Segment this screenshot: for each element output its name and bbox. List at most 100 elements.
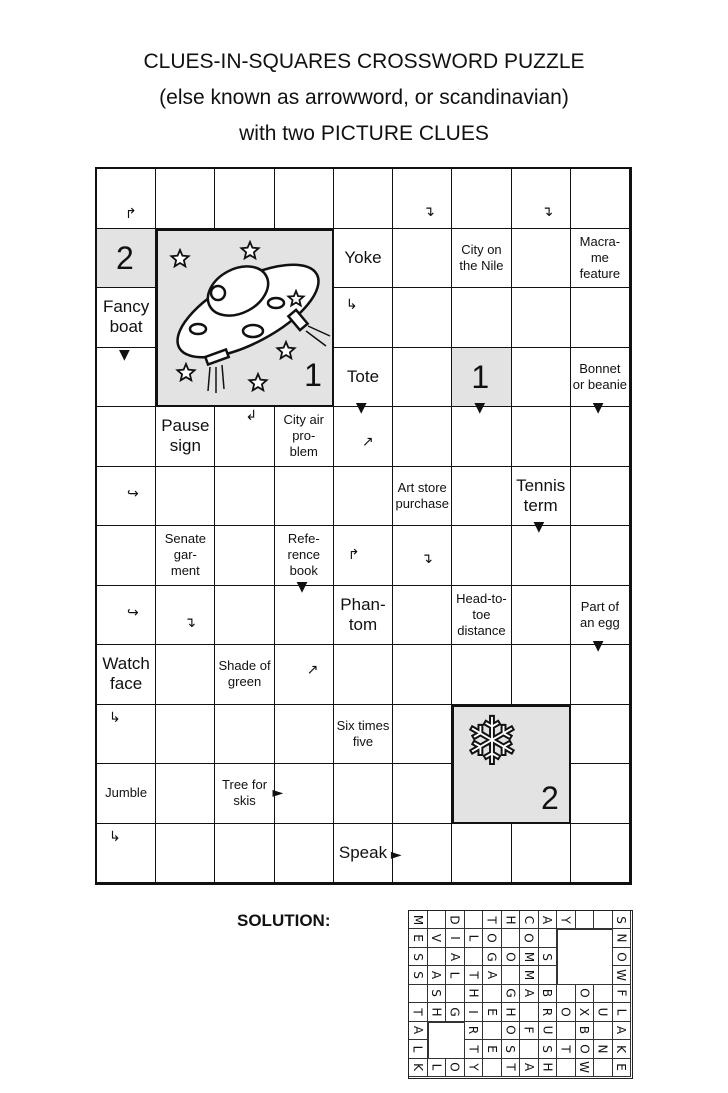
solution-cell: S [501, 1040, 520, 1059]
answer-cell[interactable] [156, 466, 216, 526]
clue-tree-skis: Tree for skis [215, 764, 275, 824]
answer-cell[interactable] [156, 645, 216, 705]
answer-cell[interactable] [333, 645, 394, 705]
answer-cell[interactable] [570, 823, 630, 883]
clue-watch: Watch face [97, 645, 157, 705]
answer-cell[interactable] [511, 585, 571, 645]
solution-letter: D [447, 915, 462, 925]
clue-phantom: Phan- tom [333, 585, 394, 645]
answer-cell[interactable] [393, 407, 453, 467]
answer-cell[interactable] [511, 407, 571, 467]
answer-cell[interactable] [156, 704, 216, 764]
answer-cell[interactable] [97, 407, 157, 467]
answer-cell[interactable] [97, 526, 157, 586]
answer-cell[interactable] [156, 764, 216, 824]
answer-cell[interactable] [570, 704, 630, 764]
answer-cell[interactable] [452, 288, 512, 348]
solution-cell: M [409, 911, 428, 930]
answer-cell[interactable] [452, 823, 512, 883]
solution-cell: A [520, 984, 539, 1004]
solution-cell: O [612, 947, 631, 967]
answer-cell[interactable] [333, 764, 394, 824]
answer-cell[interactable] [570, 645, 630, 705]
answer-cell[interactable] [393, 347, 453, 407]
answer-cell[interactable] [274, 466, 334, 526]
solution-cell: E [612, 1058, 631, 1077]
answer-cell[interactable] [393, 645, 453, 705]
solution-cell: O [501, 947, 520, 967]
answer-cell[interactable] [97, 347, 157, 407]
solution-letter: K [614, 1044, 629, 1053]
answer-cell[interactable] [215, 704, 275, 764]
answer-cell[interactable] [274, 169, 334, 229]
answer-cell[interactable] [452, 169, 512, 229]
answer-cell[interactable] [274, 823, 334, 883]
answer-cell[interactable] [333, 466, 394, 526]
clue-direction-arrow-icon: ▼ [355, 400, 367, 416]
answer-cell[interactable] [393, 288, 453, 348]
answer-cell[interactable] [215, 823, 275, 883]
clue-direction-arrow-icon: ▼ [119, 346, 130, 363]
answer-cell[interactable] [274, 764, 334, 824]
answer-cell[interactable] [452, 466, 512, 526]
answer-cell[interactable] [570, 407, 630, 467]
answer-cell[interactable] [215, 526, 275, 586]
answer-cell[interactable] [274, 645, 334, 705]
answer-cell[interactable] [215, 466, 275, 526]
answer-cell[interactable] [156, 823, 216, 883]
solution-letter: O [521, 933, 536, 943]
answer-cell[interactable] [97, 704, 157, 764]
answer-cell[interactable] [452, 645, 512, 705]
answer-cell[interactable] [452, 407, 512, 467]
answer-cell[interactable] [156, 585, 216, 645]
answer-cell[interactable] [393, 585, 453, 645]
answer-cell[interactable] [215, 407, 275, 467]
picture-number-2: 2 [540, 779, 559, 816]
answer-cell[interactable] [393, 526, 453, 586]
answer-cell[interactable] [570, 526, 630, 586]
answer-cell[interactable] [570, 466, 630, 526]
answer-cell[interactable] [333, 169, 394, 229]
answer-cell[interactable] [274, 704, 334, 764]
answer-cell[interactable] [511, 645, 571, 705]
answer-cell[interactable] [570, 288, 630, 348]
answer-cell[interactable] [215, 585, 275, 645]
answer-cell[interactable] [215, 169, 275, 229]
answer-cell[interactable] [333, 407, 394, 467]
answer-cell[interactable] [156, 169, 216, 229]
answer-cell[interactable] [393, 764, 453, 824]
answer-cell[interactable] [97, 466, 157, 526]
answer-cell[interactable] [274, 585, 334, 645]
answer-cell[interactable] [511, 228, 571, 288]
solution-cell: A [538, 911, 557, 930]
answer-cell[interactable] [511, 288, 571, 348]
answer-cell[interactable] [570, 169, 630, 229]
answer-cell[interactable] [452, 526, 512, 586]
answer-cell[interactable] [511, 823, 571, 883]
answer-cell[interactable] [333, 288, 394, 348]
answer-cell[interactable] [511, 169, 571, 229]
solution-cell [594, 1021, 613, 1041]
answer-cell[interactable] [511, 347, 571, 407]
solution-cell: W [612, 966, 631, 985]
answer-cell[interactable] [393, 228, 453, 288]
star-icon [286, 288, 307, 307]
answer-cell[interactable] [97, 823, 157, 883]
answer-cell[interactable] [393, 704, 453, 764]
solution-cell: V [427, 929, 446, 948]
answer-cell[interactable] [393, 169, 453, 229]
answer-cell[interactable] [97, 169, 157, 229]
solution-letter: L [410, 1045, 425, 1053]
solution-letter: H [540, 1062, 555, 1072]
clue-six-five: Six times five [333, 704, 394, 764]
answer-cell[interactable] [333, 526, 394, 586]
answer-cell[interactable] [393, 823, 453, 883]
solution-cell: E [483, 1040, 502, 1059]
star-icon [275, 339, 298, 360]
snowflake-icon: ❄ [463, 702, 520, 780]
solution-cell: S [409, 947, 428, 967]
answer-cell[interactable] [97, 585, 157, 645]
solution-cell: C [520, 911, 539, 930]
answer-cell[interactable] [570, 764, 630, 824]
answer-cell[interactable] [511, 526, 571, 586]
